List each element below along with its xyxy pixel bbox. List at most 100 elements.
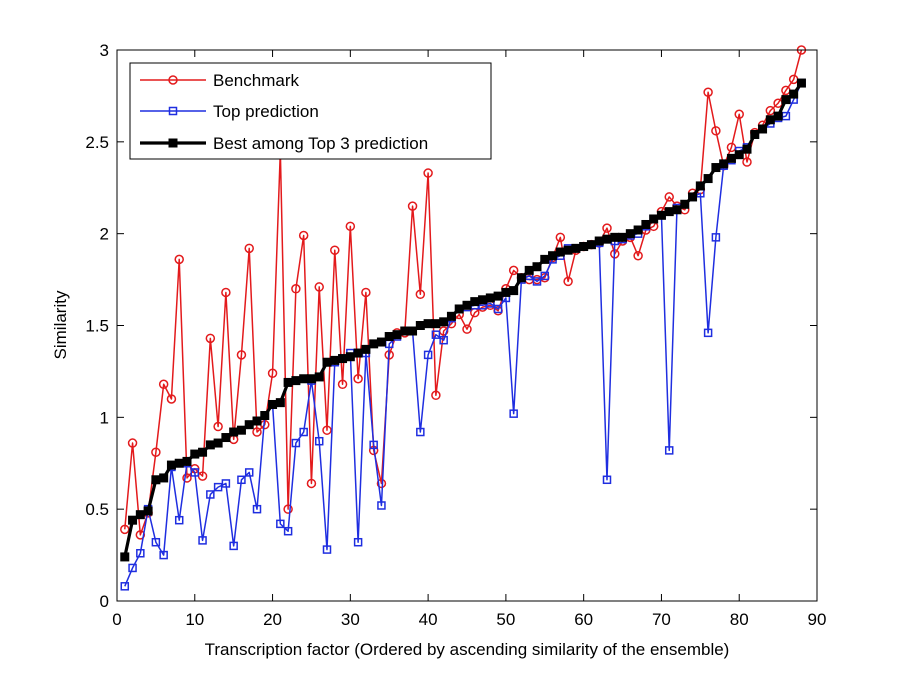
data-point xyxy=(213,421,223,432)
data-point xyxy=(656,210,666,220)
data-point xyxy=(120,582,130,591)
data-point xyxy=(345,352,355,362)
data-point xyxy=(470,297,480,307)
data-point xyxy=(128,515,138,525)
data-point xyxy=(563,245,573,255)
data-point xyxy=(586,240,596,250)
x-tick-label: 0 xyxy=(112,610,121,629)
data-point xyxy=(649,214,659,224)
data-point xyxy=(314,282,324,292)
data-point xyxy=(182,456,192,466)
data-point xyxy=(205,440,215,450)
data-point xyxy=(369,339,379,349)
data-point xyxy=(532,262,542,272)
data-point xyxy=(159,550,168,560)
data-point xyxy=(369,440,378,450)
data-point xyxy=(392,330,402,340)
legend-entry: Best among Top 3 prediction xyxy=(140,134,428,153)
data-point xyxy=(236,350,247,360)
data-point xyxy=(353,348,363,358)
data-point xyxy=(711,163,721,173)
data-point xyxy=(548,251,558,261)
data-point xyxy=(602,234,612,244)
data-point xyxy=(376,478,387,489)
series-3 xyxy=(120,78,806,562)
data-point xyxy=(423,319,433,329)
data-point xyxy=(353,537,363,547)
data-point xyxy=(182,473,192,483)
data-point xyxy=(291,284,301,294)
data-point xyxy=(174,458,184,468)
data-point xyxy=(571,243,581,253)
data-point xyxy=(703,87,713,97)
data-point xyxy=(330,355,340,365)
data-point xyxy=(221,287,231,298)
data-point xyxy=(407,201,418,211)
data-point xyxy=(758,124,768,134)
data-point xyxy=(127,438,138,448)
data-point xyxy=(400,326,410,336)
data-point xyxy=(252,416,262,426)
data-point xyxy=(641,219,651,229)
x-tick-label: 50 xyxy=(496,610,515,629)
x-axis-title: Transcription factor (Ordered by ascendi… xyxy=(205,640,730,659)
data-point xyxy=(711,233,721,242)
y-axis-title: Similarity xyxy=(51,290,70,359)
data-point xyxy=(314,372,324,382)
data-point xyxy=(478,295,488,305)
data-point xyxy=(158,379,169,390)
data-point xyxy=(664,192,674,202)
data-point xyxy=(338,354,348,364)
data-point xyxy=(190,468,200,477)
data-point xyxy=(493,291,503,301)
data-point xyxy=(306,374,316,384)
data-point xyxy=(135,510,145,520)
data-point xyxy=(267,368,278,379)
data-point xyxy=(136,548,145,558)
legend-marker xyxy=(168,138,178,148)
data-point xyxy=(353,374,363,384)
data-point xyxy=(345,221,356,232)
data-point xyxy=(734,150,744,160)
data-point xyxy=(252,504,262,514)
data-point xyxy=(742,157,752,167)
data-point xyxy=(120,552,130,562)
x-tick-label: 80 xyxy=(730,610,749,629)
data-point xyxy=(306,478,317,489)
data-point xyxy=(516,273,526,283)
x-tick-label: 40 xyxy=(419,610,438,629)
data-point xyxy=(268,399,278,409)
data-point xyxy=(361,344,371,354)
data-point xyxy=(664,207,674,217)
data-point xyxy=(446,311,456,321)
data-point xyxy=(423,168,433,178)
y-tick-label: 0 xyxy=(100,592,109,611)
data-point xyxy=(198,536,207,545)
legend-marker xyxy=(168,106,178,116)
data-point xyxy=(229,541,238,551)
data-point xyxy=(298,230,309,241)
x-tick-label: 70 xyxy=(652,610,671,629)
x-tick-label: 90 xyxy=(808,610,827,629)
data-point xyxy=(610,232,620,242)
data-point xyxy=(508,265,519,276)
data-point xyxy=(680,199,690,209)
data-point xyxy=(524,265,534,275)
legend-label: Top prediction xyxy=(213,102,319,121)
x-tick-label: 20 xyxy=(263,610,282,629)
data-point xyxy=(485,293,495,303)
data-point xyxy=(633,250,643,261)
data-point xyxy=(408,326,418,336)
data-point xyxy=(462,324,472,334)
data-point xyxy=(376,337,386,347)
data-point xyxy=(796,78,806,88)
data-point xyxy=(415,289,426,300)
data-point xyxy=(361,287,371,298)
y-tick-label: 1 xyxy=(100,408,109,427)
x-tick-label: 10 xyxy=(185,610,204,629)
data-point xyxy=(260,410,270,420)
data-point xyxy=(322,357,332,367)
data-point xyxy=(221,479,231,488)
data-point xyxy=(540,271,550,281)
data-point xyxy=(664,446,674,455)
